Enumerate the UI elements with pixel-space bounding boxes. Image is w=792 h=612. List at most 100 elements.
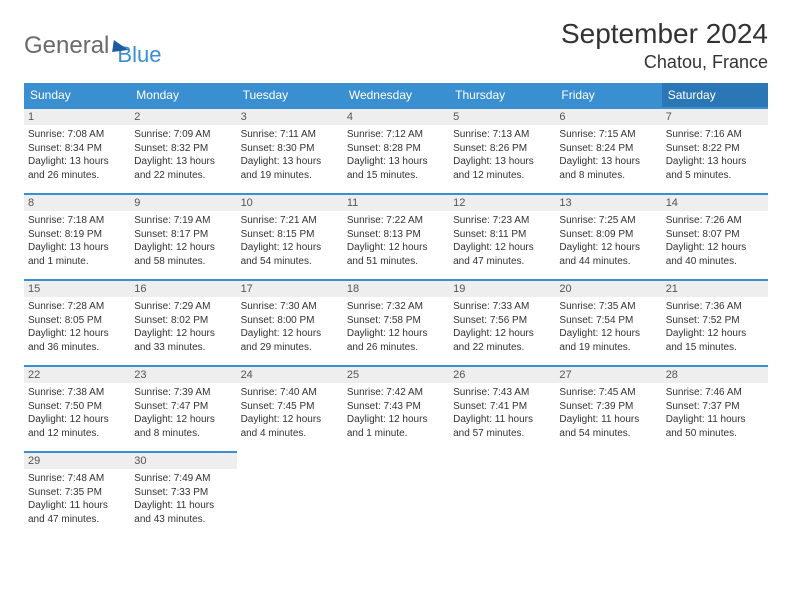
info-line: and 5 minutes. [666, 169, 764, 183]
calendar-cell: 18 Sunrise: 7:32 AMSunset: 7:58 PMDayligh… [343, 280, 449, 366]
day-info: Sunrise: 7:23 AMSunset: 8:11 PMDaylight:… [453, 214, 551, 268]
info-line: Daylight: 13 hours [666, 155, 764, 169]
day-info: Sunrise: 7:40 AMSunset: 7:45 PMDaylight:… [241, 386, 339, 440]
info-line: Sunrise: 7:49 AM [134, 472, 232, 486]
day-info: Sunrise: 7:33 AMSunset: 7:56 PMDaylight:… [453, 300, 551, 354]
info-line: Daylight: 12 hours [241, 413, 339, 427]
title-block: September 2024 Chatou, France [561, 18, 768, 73]
calendar-row: 1Sunrise: 7:08 AMSunset: 8:34 PMDaylight… [24, 108, 768, 194]
day-number: 24 [237, 367, 343, 383]
info-line: Daylight: 13 hours [241, 155, 339, 169]
info-line: and 47 minutes. [28, 513, 126, 527]
info-line: Sunset: 8:30 PM [241, 142, 339, 156]
calendar-cell: 21Sunrise: 7:36 AMSunset: 7:52 PMDayligh… [662, 280, 768, 366]
calendar-cell: 10Sunrise: 7:21 AMSunset: 8:15 PMDayligh… [237, 194, 343, 280]
calendar-cell: 7Sunrise: 7:16 AMSunset: 8:22 PMDaylight… [662, 108, 768, 194]
day-info: Sunrise: 7:30 AMSunset: 8:00 PMDaylight:… [241, 300, 339, 354]
day-number: 4 [343, 109, 449, 125]
info-line: Daylight: 13 hours [559, 155, 657, 169]
info-line: Daylight: 12 hours [559, 241, 657, 255]
info-line: and 19 minutes. [241, 169, 339, 183]
info-line: Sunset: 7:56 PM [453, 314, 551, 328]
day-number: 19 [449, 281, 555, 297]
info-line: Sunset: 7:37 PM [666, 400, 764, 414]
day-info: Sunrise: 7:43 AMSunset: 7:41 PMDaylight:… [453, 386, 551, 440]
info-line: and 8 minutes. [134, 427, 232, 441]
info-line: and 50 minutes. [666, 427, 764, 441]
info-line: Daylight: 12 hours [134, 327, 232, 341]
calendar-row: 29Sunrise: 7:48 AMSunset: 7:35 PMDayligh… [24, 452, 768, 538]
col-sunday: Sunday [24, 83, 130, 108]
day-number: 26 [449, 367, 555, 383]
logo-text-general: General [24, 32, 109, 60]
info-line: and 12 minutes. [453, 169, 551, 183]
calendar-body: 1Sunrise: 7:08 AMSunset: 8:34 PMDaylight… [24, 108, 768, 538]
info-line: Daylight: 13 hours [28, 155, 126, 169]
day-number: 12 [449, 195, 555, 211]
calendar-row: 22Sunrise: 7:38 AMSunset: 7:50 PMDayligh… [24, 366, 768, 452]
info-line: Daylight: 11 hours [666, 413, 764, 427]
day-number: 14 [662, 195, 768, 211]
info-line: Sunset: 8:19 PM [28, 228, 126, 242]
day-number: 18 [343, 281, 449, 297]
calendar-cell [555, 452, 661, 538]
info-line: Sunset: 7:43 PM [347, 400, 445, 414]
calendar-cell: 15 Sunrise: 7:28 AMSunset: 8:05 PMDayligh… [24, 280, 130, 366]
day-number: 28 [662, 367, 768, 383]
info-line: Sunrise: 7:38 AM [28, 386, 126, 400]
day-number: 15 [24, 281, 130, 297]
info-line: Sunrise: 7:43 AM [453, 386, 551, 400]
info-line: Sunset: 7:52 PM [666, 314, 764, 328]
day-number: 13 [555, 195, 661, 211]
calendar-row: 8Sunrise: 7:18 AMSunset: 8:19 PMDaylight… [24, 194, 768, 280]
info-line: Sunrise: 7:22 AM [347, 214, 445, 228]
info-line: and 44 minutes. [559, 255, 657, 269]
info-line: Daylight: 12 hours [666, 327, 764, 341]
info-line: Daylight: 11 hours [559, 413, 657, 427]
calendar-cell: 28 Sunrise: 7:46 AMSunset: 7:37 PMDayligh… [662, 366, 768, 452]
info-line: and 33 minutes. [134, 341, 232, 355]
info-line: and 54 minutes. [241, 255, 339, 269]
info-line: Sunrise: 7:45 AM [559, 386, 657, 400]
calendar-cell: 27Sunrise: 7:45 AMSunset: 7:39 PMDayligh… [555, 366, 661, 452]
info-line: Daylight: 13 hours [28, 241, 126, 255]
info-line: Daylight: 12 hours [347, 413, 445, 427]
day-info: Sunrise: 7:26 AMSunset: 8:07 PMDaylight:… [666, 214, 764, 268]
day-info: Sunrise: 7:28 AMSunset: 8:05 PMDaylight:… [28, 300, 126, 354]
calendar-cell: 13Sunrise: 7:25 AMSunset: 8:09 PMDayligh… [555, 194, 661, 280]
info-line: Sunrise: 7:42 AM [347, 386, 445, 400]
page-header: General Blue September 2024 Chatou, Fran… [24, 18, 768, 73]
calendar-table: Sunday Monday Tuesday Wednesday Thursday… [24, 83, 768, 538]
day-info: Sunrise: 7:12 AMSunset: 8:28 PMDaylight:… [347, 128, 445, 182]
info-line: and 51 minutes. [347, 255, 445, 269]
info-line: and 57 minutes. [453, 427, 551, 441]
info-line: Sunset: 8:15 PM [241, 228, 339, 242]
day-number: 23 [130, 367, 236, 383]
day-number: 27 [555, 367, 661, 383]
info-line: Sunset: 7:50 PM [28, 400, 126, 414]
info-line: Sunset: 7:45 PM [241, 400, 339, 414]
calendar-cell: 12 Sunrise: 7:23 AMSunset: 8:11 PMDayligh… [449, 194, 555, 280]
day-info: Sunrise: 7:38 AMSunset: 7:50 PMDaylight:… [28, 386, 126, 440]
calendar-cell [662, 452, 768, 538]
calendar-cell: 14 Sunrise: 7:26 AMSunset: 8:07 PMDayligh… [662, 194, 768, 280]
calendar-cell: 19 Sunrise: 7:33 AMSunset: 7:56 PMDayligh… [449, 280, 555, 366]
day-info: Sunrise: 7:48 AMSunset: 7:35 PMDaylight:… [28, 472, 126, 526]
info-line: Sunrise: 7:16 AM [666, 128, 764, 142]
col-tuesday: Tuesday [237, 83, 343, 108]
day-info: Sunrise: 7:46 AMSunset: 7:37 PMDaylight:… [666, 386, 764, 440]
info-line: and 19 minutes. [559, 341, 657, 355]
info-line: Sunset: 7:54 PM [559, 314, 657, 328]
calendar-cell: 17Sunrise: 7:30 AMSunset: 8:00 PMDayligh… [237, 280, 343, 366]
day-info: Sunrise: 7:09 AMSunset: 8:32 PMDaylight:… [134, 128, 232, 182]
info-line: and 29 minutes. [241, 341, 339, 355]
calendar-cell: 22Sunrise: 7:38 AMSunset: 7:50 PMDayligh… [24, 366, 130, 452]
day-info: Sunrise: 7:11 AMSunset: 8:30 PMDaylight:… [241, 128, 339, 182]
info-line: Sunset: 8:26 PM [453, 142, 551, 156]
day-info: Sunrise: 7:35 AMSunset: 7:54 PMDaylight:… [559, 300, 657, 354]
day-info: Sunrise: 7:32 AMSunset: 7:58 PMDaylight:… [347, 300, 445, 354]
calendar-cell: 4 Sunrise: 7:12 AMSunset: 8:28 PMDaylight… [343, 108, 449, 194]
info-line: Daylight: 12 hours [241, 327, 339, 341]
info-line: and 58 minutes. [134, 255, 232, 269]
info-line: Sunrise: 7:40 AM [241, 386, 339, 400]
